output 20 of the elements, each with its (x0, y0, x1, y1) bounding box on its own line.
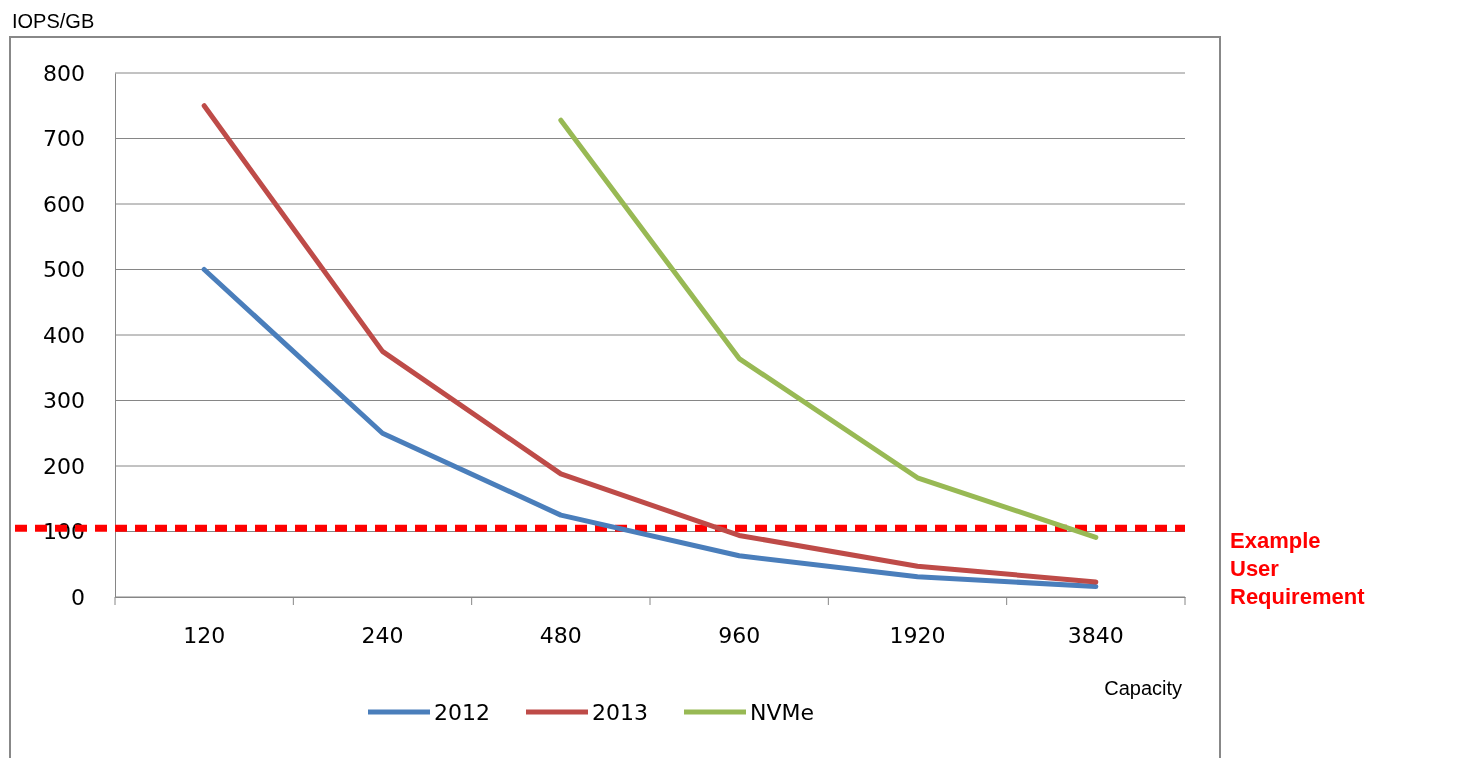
y-tick-label: 300 (43, 388, 85, 414)
ref-line-label: Example User Requirement (1230, 528, 1366, 610)
y-tick-label: 600 (43, 191, 85, 217)
y-tick-label: 0 (71, 584, 85, 610)
y-tick-label: 500 (43, 257, 85, 283)
x-tick-label: 960 (718, 622, 761, 648)
legend-label: NVMe (750, 700, 815, 725)
y-tick-label: 800 (43, 60, 85, 86)
legend-label: 2013 (592, 700, 648, 725)
y-axis-title: IOPS/GB (12, 10, 95, 32)
x-tick-label: 240 (361, 622, 404, 648)
x-tick-label: 1920 (889, 622, 946, 648)
x-tick-label: 120 (183, 622, 226, 648)
y-tick-label: 200 (43, 453, 85, 479)
x-tick-label: 480 (539, 622, 582, 648)
x-tick-label: 3840 (1067, 622, 1124, 648)
legend-label: 2012 (434, 700, 490, 725)
x-axis-title: Capacity (1104, 677, 1182, 699)
y-tick-label: 700 (43, 126, 85, 152)
y-tick-label: 400 (43, 322, 85, 348)
